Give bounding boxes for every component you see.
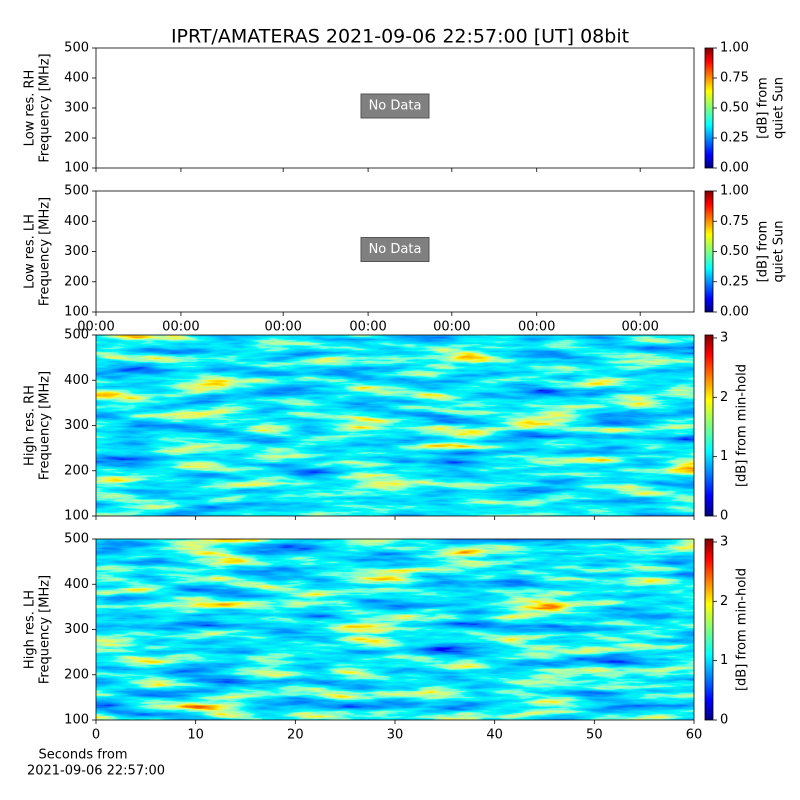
y-tick-label: 300 — [64, 101, 89, 116]
x-tick-label: 30 — [387, 728, 404, 743]
colorbar-tick-label: 0.50 — [720, 244, 749, 259]
y-axis-label: Frequency [MHz] — [38, 197, 53, 306]
y-tick-label: 200 — [64, 667, 89, 682]
colorbar — [704, 190, 714, 313]
colorbar-tick-label: 1.00 — [720, 184, 749, 199]
x-tick-label: 0 — [92, 728, 100, 743]
spectrogram-texture — [96, 335, 694, 516]
colorbar-tick-label: 0.00 — [720, 305, 749, 320]
y-tick-label: 200 — [64, 131, 89, 146]
colorbar-label: [dB] from — [756, 221, 771, 283]
colorbar-tick-label: 0.25 — [720, 274, 749, 289]
y-tick-label: 300 — [64, 244, 89, 259]
colorbar-tick-label: 0 — [720, 509, 728, 524]
y-axis-label: High res. LH — [23, 590, 38, 669]
figure-title: IPRT/AMATERAS 2021-09-06 22:57:00 [UT] 0… — [171, 26, 629, 48]
colorbar — [704, 334, 714, 517]
y-tick-label: 100 — [64, 161, 89, 176]
y-tick-label: 200 — [64, 463, 89, 478]
x-tick-label: 00:00 — [518, 320, 555, 335]
colorbar-label: quiet Sun — [772, 77, 787, 139]
x-tick-label: 10 — [187, 728, 204, 743]
x-axis-label: 2021-09-06 22:57:00 — [27, 764, 165, 779]
x-tick-label: 00:00 — [433, 320, 470, 335]
x-tick-label: 50 — [586, 728, 603, 743]
y-tick-label: 100 — [64, 509, 89, 524]
y-tick-label: 100 — [64, 713, 89, 728]
y-axis-label: Frequency [MHz] — [38, 371, 53, 480]
x-tick-label: 00:00 — [77, 320, 114, 335]
colorbar-tick-label: 0.00 — [720, 161, 749, 176]
x-tick-label: 00:00 — [162, 320, 199, 335]
spectrogram-texture — [96, 539, 694, 720]
colorbar-tick-label: 0.25 — [720, 131, 749, 146]
colorbar-tick-label: 0.50 — [720, 101, 749, 116]
x-axis-label: Seconds from — [38, 748, 127, 763]
y-tick-label: 100 — [64, 305, 89, 320]
annotation-box — [360, 237, 430, 262]
annotation: No Data — [369, 99, 422, 114]
annotation: No Data — [369, 242, 422, 257]
colorbar-label: [dB] from min-hold — [735, 364, 750, 487]
annotation-box — [360, 93, 430, 119]
y-tick-label: 500 — [64, 328, 89, 343]
colorbar-tick-label: 1 — [720, 653, 728, 668]
y-tick-label: 500 — [64, 184, 89, 199]
colorbar-label: quiet Sun — [772, 220, 787, 282]
colorbar-label: [dB] from — [756, 77, 771, 139]
y-axis-label: Low res. RH — [23, 70, 38, 147]
colorbar-tick-label: 3 — [720, 534, 728, 549]
colorbar-tick-label: 1 — [720, 449, 728, 464]
x-tick-label: 20 — [287, 728, 304, 743]
colorbar-tick-label: 3 — [720, 330, 728, 345]
colorbar-label: [dB] from min-hold — [735, 568, 750, 691]
x-tick-label: 00:00 — [349, 320, 386, 335]
y-tick-label: 400 — [64, 373, 89, 388]
y-tick-label: 200 — [64, 274, 89, 289]
colorbar-tick-label: 0.75 — [720, 214, 749, 229]
colorbar — [704, 47, 714, 169]
y-axis-label: High res. RH — [23, 385, 38, 466]
y-tick-label: 400 — [64, 214, 89, 229]
x-tick-label: 60 — [686, 728, 703, 743]
colorbar-tick-label: 0 — [720, 713, 728, 728]
y-tick-label: 300 — [64, 622, 89, 637]
colorbar-tick-label: 2 — [720, 390, 728, 405]
y-axis-label: Frequency [MHz] — [38, 575, 53, 684]
y-tick-label: 500 — [64, 532, 89, 547]
y-axis-label: Low res. LH — [23, 214, 38, 289]
colorbar-tick-label: 0.75 — [720, 71, 749, 86]
y-tick-label: 500 — [64, 41, 89, 56]
y-tick-label: 300 — [64, 418, 89, 433]
x-tick-label: 40 — [486, 728, 503, 743]
y-tick-label: 400 — [64, 577, 89, 592]
y-tick-label: 400 — [64, 71, 89, 86]
y-axis-label: Frequency [MHz] — [38, 53, 53, 162]
x-tick-label: 00:00 — [621, 320, 658, 335]
colorbar — [704, 538, 714, 721]
colorbar-tick-label: 1.00 — [720, 41, 749, 56]
x-tick-label: 00:00 — [264, 320, 301, 335]
colorbar-tick-label: 2 — [720, 594, 728, 609]
